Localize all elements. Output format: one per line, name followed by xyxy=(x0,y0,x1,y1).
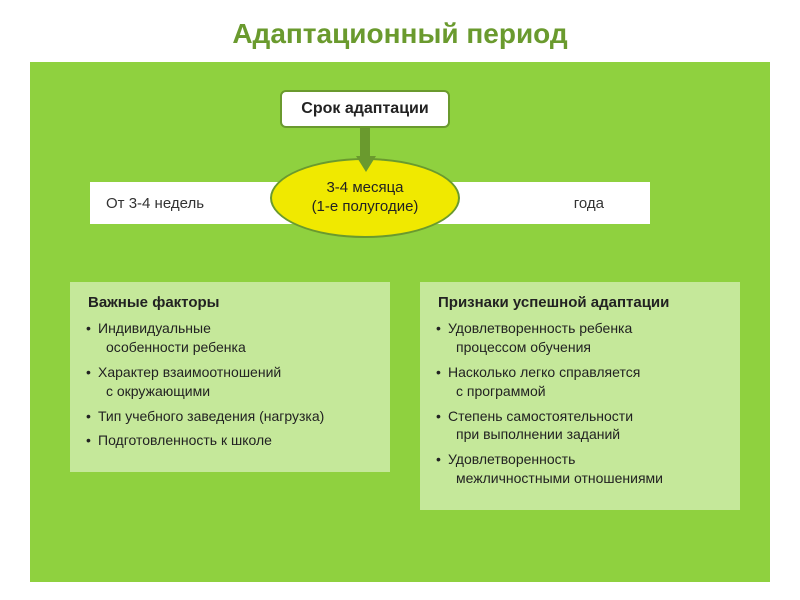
arrow-down-icon xyxy=(356,128,374,172)
signs-list: Удовлетворенность ребенка процессом обуч… xyxy=(434,319,726,488)
factors-heading: Важные факторы xyxy=(84,294,376,311)
duration-left: От 3-4 недель xyxy=(106,195,204,212)
list-item: Характер взаимоотношений с окружающими xyxy=(86,363,376,401)
list-item: Индивидуальные особенности ребенка xyxy=(86,319,376,357)
list-item: Степень самостоятельности при выполнении… xyxy=(436,407,726,445)
diagram-canvas: Срок адаптации От 3-4 недель года 3-4 ме… xyxy=(30,62,770,582)
page-title: Адаптационный период xyxy=(0,0,800,62)
list-item: Подготовленность к школе xyxy=(86,431,376,450)
term-box: Срок адаптации xyxy=(280,90,450,128)
duration-right: года xyxy=(574,195,634,212)
list-item: Удовлетворенность межличностными отношен… xyxy=(436,450,726,488)
factors-panel: Важные факторы Индивидуальные особенност… xyxy=(70,282,390,472)
factors-list: Индивидуальные особенности ребенка Харак… xyxy=(84,319,376,450)
list-item: Удовлетворенность ребенка процессом обуч… xyxy=(436,319,726,357)
signs-heading: Признаки успешной адаптации xyxy=(434,294,726,311)
ellipse-line2: (1-е полугодие) xyxy=(312,198,419,217)
list-item: Тип учебного заведения (нагрузка) xyxy=(86,407,376,426)
list-item: Насколько легко справляется с программой xyxy=(436,363,726,401)
signs-panel: Признаки успешной адаптации Удовлетворен… xyxy=(420,282,740,510)
ellipse-line1: 3-4 месяца xyxy=(326,179,403,198)
